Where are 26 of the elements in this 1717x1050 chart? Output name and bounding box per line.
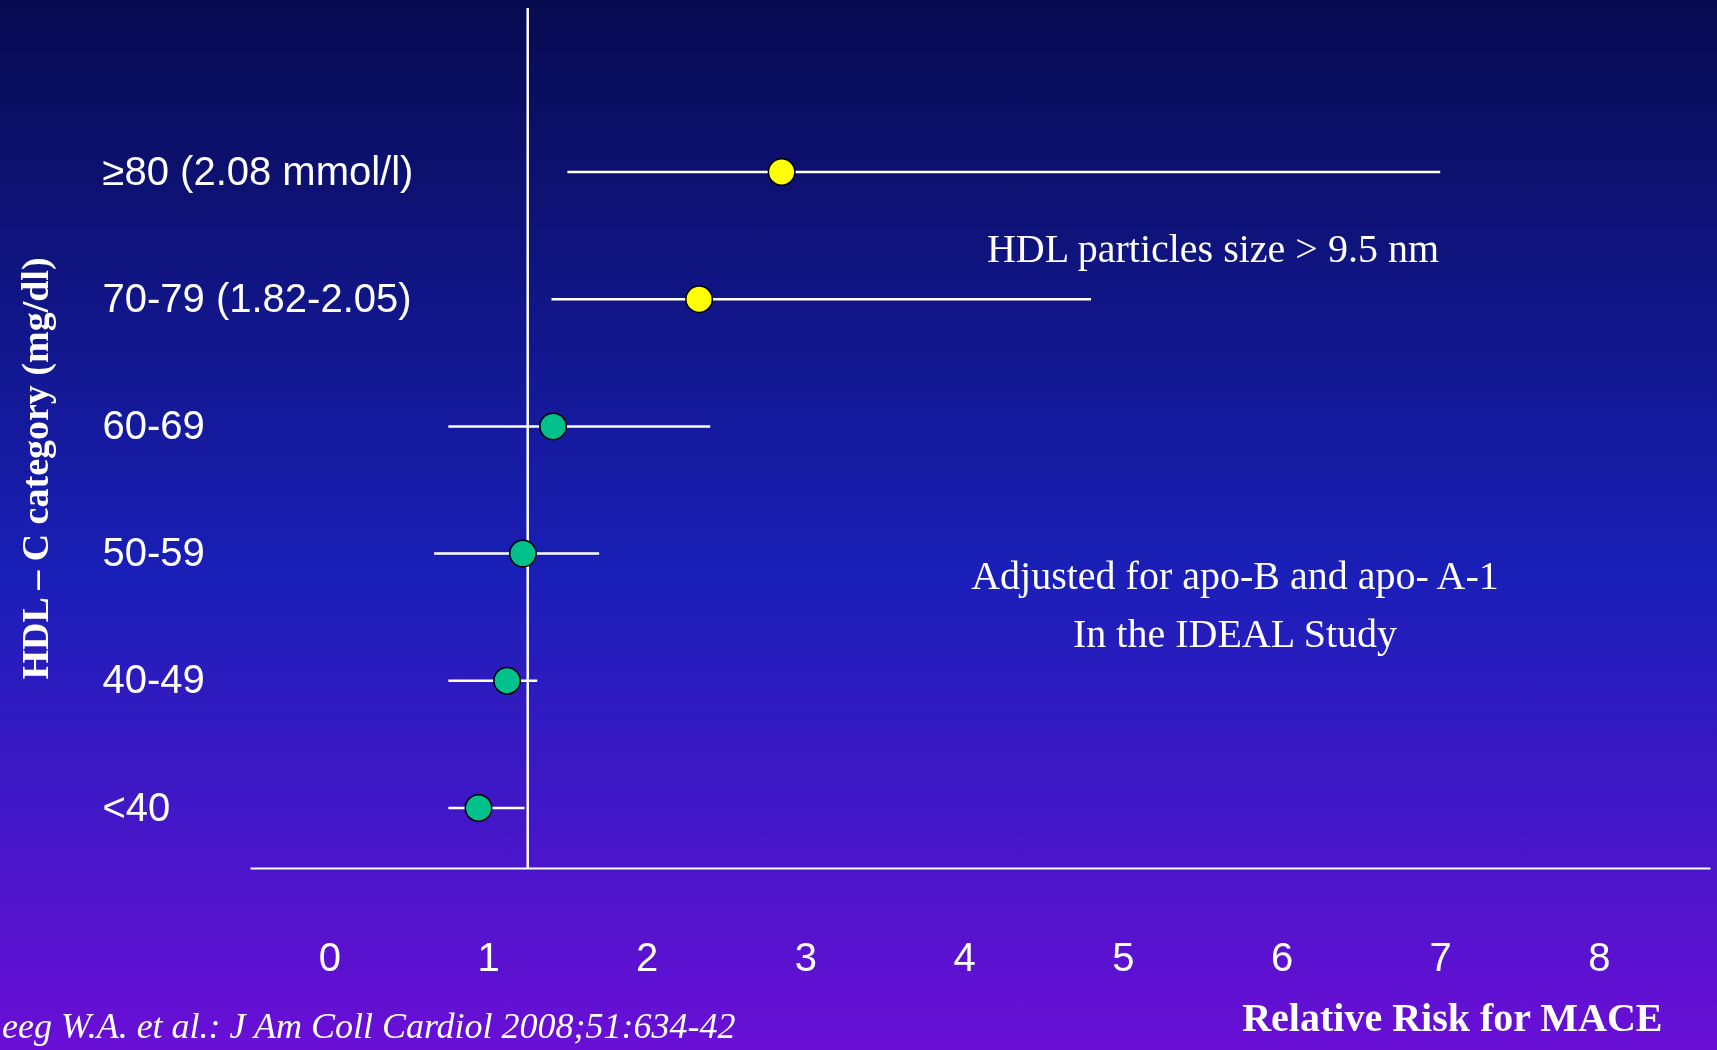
x-tick-label: 4	[953, 934, 976, 979]
point	[539, 412, 568, 441]
point	[767, 158, 796, 186]
y-tick-label: 60-69	[102, 402, 205, 447]
y-tick-label: 40-49	[102, 657, 205, 702]
x-tick-label: 6	[1270, 934, 1294, 979]
x-tick-label: 3	[794, 934, 818, 979]
text: eeg W.A. et al.: J Am Coll Cardiol 2008;51:634-42	[2, 1006, 736, 1046]
y-tick-label: <40	[102, 784, 171, 829]
point	[464, 794, 493, 822]
x-axis-title: Relative Risk for MACE	[1242, 994, 1663, 1040]
annotation: Adjusted for apo-B and apo- A-1 In the IDEAL Study	[971, 553, 1499, 656]
y-tick-label: 70-79 (1.82-2.05)	[102, 275, 412, 320]
point	[493, 666, 522, 695]
x-tick-label: 8	[1588, 934, 1611, 979]
x-tick-label: 1	[477, 934, 500, 979]
x-tick-label: 7	[1429, 934, 1452, 979]
x-tick-label: 5	[1112, 934, 1135, 979]
x-tick-label: 2	[636, 934, 659, 979]
y-tick-label: 50-59	[102, 530, 205, 575]
x-tick-label: 0	[318, 934, 341, 979]
y-axis-title: HDL – C category (mg/dl)	[13, 257, 57, 680]
point	[508, 539, 537, 568]
y-tick-label: ≥80 (2.08 mmol/l)	[102, 148, 414, 193]
annotation: HDL particles size > 9.5 nm	[986, 226, 1440, 271]
point	[685, 285, 714, 314]
